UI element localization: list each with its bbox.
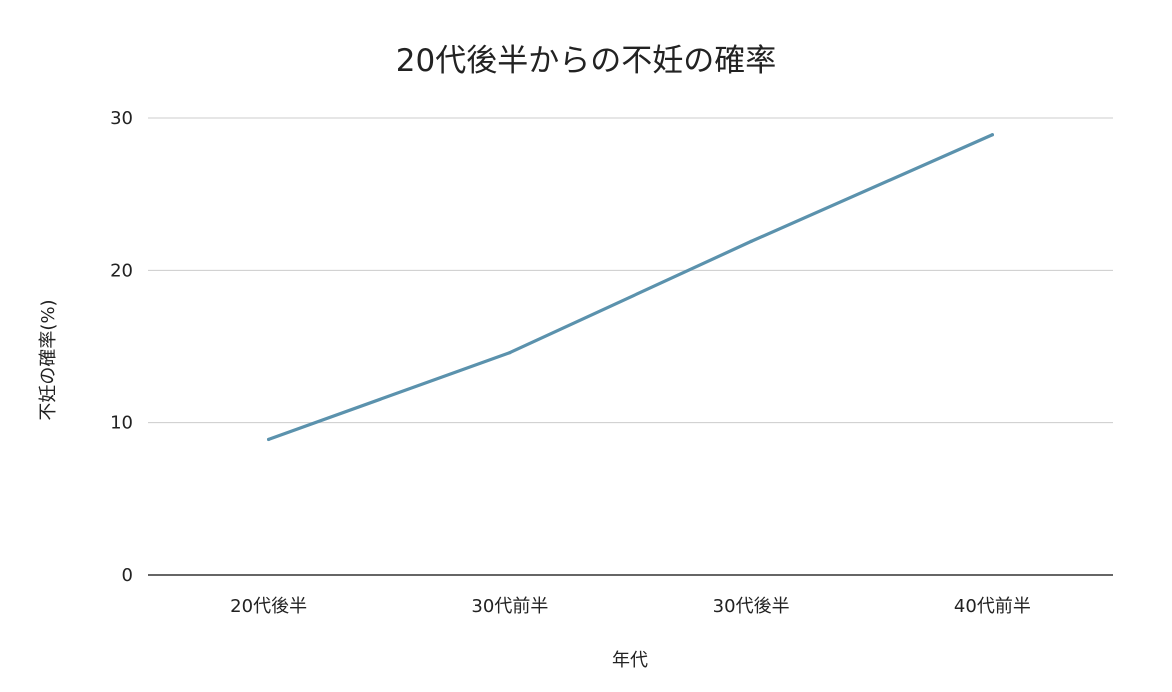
y-axis-title: 不妊の確率(%) [38, 299, 59, 420]
x-axis-title: 年代 [612, 650, 648, 671]
chart-title: 20代後半からの不妊の確率 [396, 43, 776, 79]
x-tick-label: 40代前半 [954, 596, 1031, 617]
series-layer [267, 133, 994, 442]
x-tick-label: 20代後半 [230, 596, 307, 617]
data-point [990, 133, 994, 137]
x-tick-label: 30代後半 [713, 596, 790, 617]
y-tick-label: 10 [110, 413, 133, 434]
series-line-0 [267, 133, 994, 442]
data-point [749, 239, 753, 243]
gridlines [148, 117, 1113, 576]
x-tick-labels: 20代後半 30代前半 30代後半 40代前半 [230, 596, 1031, 617]
y-tick-label: 30 [110, 108, 133, 129]
y-tick-labels: 0 10 20 30 [110, 108, 133, 586]
y-tick-label: 0 [122, 565, 133, 586]
data-point [267, 437, 271, 442]
y-tick-label: 20 [110, 260, 133, 281]
x-tick-label: 30代前半 [471, 596, 548, 617]
data-point [508, 350, 512, 355]
